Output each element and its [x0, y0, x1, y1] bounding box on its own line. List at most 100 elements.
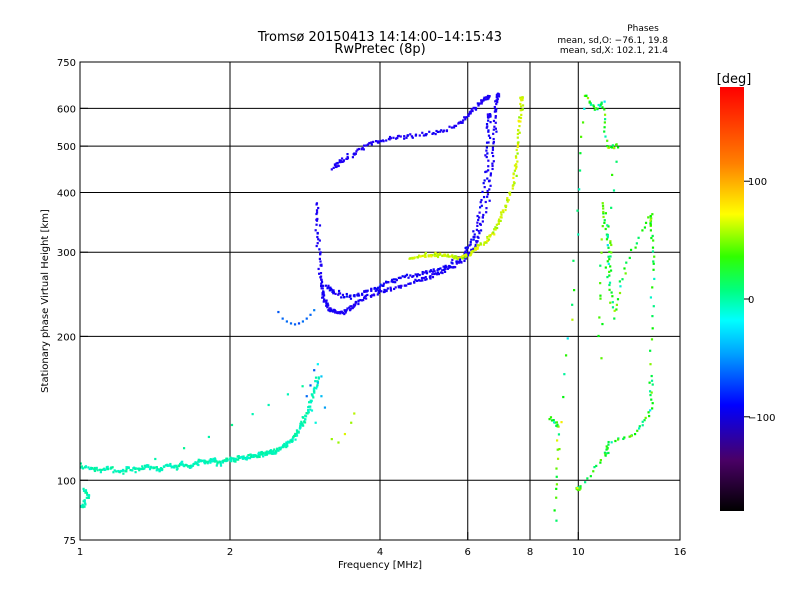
echo-point — [617, 438, 620, 441]
echo-point — [257, 453, 260, 456]
echo-point — [79, 466, 82, 469]
echo-point — [512, 176, 515, 180]
echo-point — [464, 256, 467, 259]
echo-point — [447, 255, 451, 258]
echo-point — [557, 425, 560, 428]
echo-point — [416, 256, 419, 259]
echo-point — [352, 153, 355, 156]
echo-point — [329, 286, 332, 289]
echo-point — [207, 460, 210, 463]
echo-point — [581, 121, 585, 124]
echo-point — [494, 127, 497, 130]
echo-point — [586, 477, 589, 480]
echo-point — [494, 116, 497, 119]
echo-point — [82, 489, 86, 493]
echo-point — [650, 379, 654, 382]
echo-point — [578, 188, 581, 191]
echo-point — [433, 270, 436, 273]
echo-point — [553, 421, 556, 424]
echo-point — [461, 121, 464, 124]
echo-point — [258, 453, 262, 456]
echo-point — [100, 468, 103, 472]
echo-point — [357, 299, 360, 302]
echo-point — [579, 135, 583, 138]
echo-point — [571, 318, 574, 321]
echo-point — [491, 154, 495, 158]
echo-point — [309, 384, 312, 387]
echo-point — [487, 129, 490, 132]
echo-point — [471, 109, 474, 113]
echo-point — [377, 290, 380, 293]
echo-point — [555, 496, 558, 499]
echo-point — [368, 141, 371, 145]
echo-point — [407, 276, 410, 279]
echo-point — [611, 301, 614, 304]
echo-point — [439, 253, 442, 256]
x-tick-label: 4 — [377, 547, 383, 558]
echo-point — [493, 110, 496, 113]
echo-point — [586, 96, 590, 100]
echo-point — [350, 305, 353, 308]
echo-point — [115, 470, 118, 473]
echo-point — [339, 312, 342, 315]
echo-point — [603, 219, 606, 222]
echo-point — [403, 135, 406, 138]
echo-point — [377, 286, 380, 289]
echo-point — [459, 256, 462, 259]
echo-point — [641, 229, 644, 232]
echo-point — [452, 265, 456, 269]
echo-point — [349, 297, 353, 300]
echo-point — [607, 146, 611, 149]
echo-point — [431, 276, 435, 279]
echo-point — [606, 260, 609, 263]
echo-point — [649, 219, 652, 222]
echo-point — [465, 246, 468, 249]
echo-point — [512, 173, 515, 176]
echo-point — [614, 439, 617, 443]
echo-point — [134, 471, 137, 474]
echo-point — [476, 240, 479, 243]
echo-point — [147, 464, 150, 467]
echo-point — [370, 287, 373, 290]
echo-point — [405, 136, 408, 139]
echo-point — [611, 146, 614, 149]
echo-point — [579, 485, 582, 489]
chart-subtitle: RwPretec (8p) — [334, 42, 425, 57]
echo-point — [597, 103, 600, 107]
echo-point — [354, 152, 357, 155]
echo-point — [608, 283, 611, 287]
echo-point — [486, 236, 489, 240]
echo-point — [504, 208, 507, 212]
echo-point — [436, 271, 440, 274]
echo-point — [153, 466, 156, 469]
echo-point — [378, 285, 381, 288]
echo-point — [337, 311, 340, 314]
echo-point — [585, 94, 588, 98]
echo-point — [480, 102, 483, 105]
echo-point — [213, 460, 216, 463]
echo-point — [648, 414, 651, 418]
echo-point — [414, 273, 417, 276]
echo-point — [451, 262, 454, 265]
echo-point — [465, 251, 468, 254]
echo-point — [474, 244, 477, 248]
echo-point — [399, 135, 402, 138]
echo-point — [610, 243, 613, 247]
echo-point — [644, 221, 648, 224]
echo-point — [504, 205, 507, 209]
echo-point — [521, 108, 524, 111]
echo-point — [393, 287, 396, 291]
echo-point — [572, 259, 575, 262]
echo-point — [652, 239, 655, 242]
echo-point — [564, 354, 568, 357]
echo-point — [592, 104, 595, 107]
echo-point — [149, 466, 153, 469]
echo-point — [313, 386, 316, 389]
echo-point — [93, 468, 96, 471]
echo-point — [421, 279, 424, 282]
echo-points — [79, 92, 656, 522]
echo-point — [313, 309, 316, 312]
echo-point — [506, 198, 509, 202]
echo-point — [337, 293, 340, 296]
echo-point — [468, 111, 472, 114]
